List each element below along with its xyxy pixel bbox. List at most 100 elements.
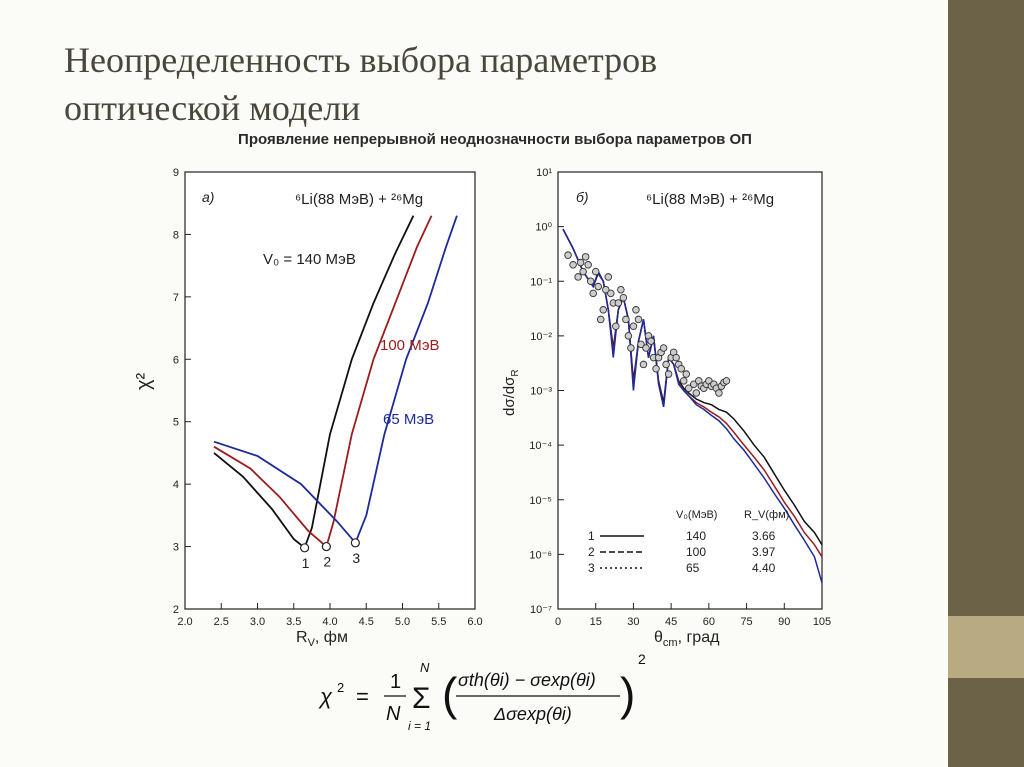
chart-a-xtick-label: 2.0: [177, 616, 192, 628]
chart-a-xtick-label: 3.5: [286, 616, 301, 628]
chart-b-xtick-label: 45: [665, 616, 677, 628]
chart-b-data-point: [591, 267, 600, 276]
legend-row-label: 1: [588, 529, 595, 543]
cross-section-chart: 0 15 30 45 60 75 90 105 10⁻⁷ 10⁻⁶ 10⁻⁵ 10⁻⁴ 10⁻³ 10⁻²…: [501, 167, 831, 649]
formula-paren-right: ): [620, 668, 635, 720]
legend-row-v0: 100: [686, 545, 706, 559]
chart-a-xtick-label: 2.5: [214, 616, 229, 628]
chi2-formula: χ 2 = 1 N N Σ i = 1 ( σth(θi) − σexp(θi)…: [318, 651, 646, 733]
chart-b-plot-area: 0 15 30 45 60 75 90 105 10⁻⁷ 10⁻⁶ 10⁻⁵ 10⁻⁴ 10⁻³ 10⁻²…: [529, 167, 831, 628]
chart-b-ytick-label: 10⁰: [535, 222, 552, 234]
formula-sum-bottom: i = 1: [408, 719, 431, 733]
chart-b-data-point: [622, 315, 630, 324]
chart-b-data-point: [629, 322, 638, 331]
chart-b-data-point: [607, 289, 615, 298]
chart-b-ytick-label: 10⁻⁶: [529, 549, 552, 561]
chart-b-data-point: [682, 370, 690, 378]
chart-b-xtick-label: 30: [627, 616, 639, 628]
chart-b-data-point: [594, 282, 602, 291]
chart-b-data-point: [664, 370, 673, 378]
chart-a-minimum-label: 1: [302, 555, 310, 571]
chart-a-minimum-marker: [350, 538, 360, 548]
chart-b-data-point: [634, 315, 643, 324]
chart-a-ytick-label: 5: [173, 417, 179, 429]
chart-b-data-point: [642, 344, 650, 352]
chart-b-xtick-label: 0: [555, 616, 561, 628]
chart-b-xtick-label: 90: [778, 616, 790, 628]
chart-a-minimum-marker: [300, 543, 310, 553]
chart-b-xtick-label: 15: [590, 616, 602, 628]
chart-a-minimum-label: 3: [352, 550, 360, 566]
side-bar-accent: [948, 616, 1024, 678]
chart-a-minimum-marker: [321, 541, 331, 552]
formula-sum: Σ: [412, 682, 431, 715]
chart-b-xtick-label: 75: [740, 616, 752, 628]
chart-b-ytick-label: 10⁻⁵: [529, 495, 552, 507]
chart-b-ticks: 0 15 30 45 60 75 90 105 10⁻⁷ 10⁻⁶ 10⁻⁵ 10⁻⁴ 10⁻³ 10⁻²…: [529, 167, 831, 628]
chart-b-ylabel: dσ/dσR: [501, 369, 521, 416]
chart-b-data-point: [602, 285, 610, 294]
chart-a-frame: [184, 171, 476, 610]
chart-b-reaction-label: ⁶Li(88 МэВ) + ²⁶Mg: [646, 191, 774, 208]
chart-b-data-point: [715, 389, 723, 397]
chart-b-data-point: [612, 322, 620, 331]
chart-b-data-point: [684, 384, 693, 392]
legend-row-rv: 4.40: [752, 561, 776, 575]
legend-header-rv: R_V(фм): [744, 509, 789, 521]
chart-a-series: [213, 215, 458, 550]
legend-row-v0: 65: [686, 561, 700, 575]
chart-b-panel-label: б): [576, 189, 589, 205]
chart-b-data-point: [637, 340, 645, 349]
chart-a-xtick-label: 6.0: [467, 616, 482, 628]
chart-a-ylabel: χ²: [133, 373, 155, 390]
chart-a-panel-label: а): [202, 189, 214, 205]
chart-b-ytick-label: 10⁻³: [530, 386, 552, 398]
chart-b-ytick-label: 10¹: [536, 167, 552, 179]
chart-b-data-point: [639, 360, 648, 369]
chart-a-ytick-label: 9: [173, 167, 179, 179]
legend-row-label: 2: [588, 545, 595, 559]
chart-b-data-point: [596, 315, 605, 324]
chart-a-ytick-label: 8: [173, 229, 179, 241]
chart-b-data-point: [690, 380, 698, 389]
chart-b-data-point: [659, 344, 668, 352]
chart-a-ytick-label: 6: [173, 354, 179, 366]
chart-a-series-1: [213, 215, 415, 550]
chart-a-minimum-label: 2: [323, 554, 331, 570]
chart-b-data-point: [624, 332, 633, 340]
chart-b-data-point: [589, 289, 597, 298]
slide-title: Неопределенность выбора параметров оптич…: [64, 36, 924, 132]
formula-sum-top: N: [420, 660, 430, 675]
chart-b-data-point: [584, 261, 592, 269]
chart-b-data-point: [627, 344, 635, 352]
formula-lhs-sup: 2: [337, 680, 344, 695]
formula-numerator: σth(θi) − σexp(θi): [458, 670, 596, 690]
chart-a-ytick-label: 7: [173, 292, 179, 304]
chart-a-xtick-label: 5.5: [431, 616, 446, 628]
chart-b-data-point: [677, 365, 685, 373]
formula-power: 2: [638, 651, 646, 667]
chart-a-ticks: 2.0 2.5 3.0 3.5 4.0 4.5 5.0 5.5 6.0 2 3 4 5 6 7 8 9: [173, 167, 483, 628]
legend-header-v0: V₀(МэВ): [676, 509, 717, 521]
chart-a-ytick-label: 3: [173, 542, 179, 554]
chart-a-xtick-label: 4.5: [359, 616, 374, 628]
chart-b-experimental-points: [564, 251, 731, 397]
formula-equals: =: [356, 684, 369, 709]
curve-label-100: 100 МэВ: [380, 337, 440, 354]
chart-a-xtick-label: 5.0: [395, 616, 410, 628]
formula-denominator: Δσexp(θi): [493, 704, 572, 724]
chart-a-series-3: [213, 215, 458, 545]
chart-a-ytick-label: 2: [173, 604, 179, 616]
chart-b-ytick-label: 10⁻⁴: [529, 440, 552, 452]
legend-row-label: 3: [588, 561, 595, 575]
chart-b-data-point: [679, 377, 688, 385]
chart-b-data-point: [586, 277, 595, 285]
chart-b-data-point: [652, 365, 660, 373]
chart-a-xtick-label: 4.0: [322, 616, 337, 628]
formula-paren-left: (: [442, 668, 458, 720]
chart-b-data-point: [632, 306, 640, 314]
chart-a-xtick-label: 3.0: [250, 616, 265, 628]
title-line-2: оптической модели: [64, 88, 361, 128]
chart-b-xlabel: θcm, град: [654, 629, 720, 649]
